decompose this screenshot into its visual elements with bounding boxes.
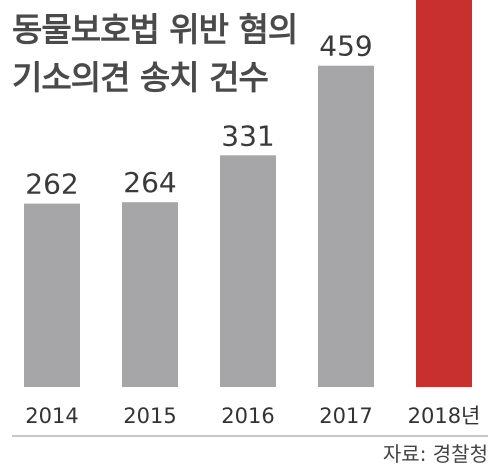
bar-2014 (24, 203, 80, 387)
category-label-2014: 2014 (25, 404, 78, 428)
bar-2015 (122, 202, 178, 387)
category-label-2015: 2015 (123, 404, 176, 428)
bar-2016 (220, 155, 276, 387)
chart-title: 동물보호법 위반 혐의 기소의견 송치 건수 (12, 6, 342, 102)
bar-2017 (318, 65, 374, 387)
category-label-2018년: 2018년 (408, 404, 481, 428)
bar-2018년 (416, 0, 472, 387)
source-note: 자료: 경찰청 (382, 442, 488, 466)
category-label-2016: 2016 (221, 404, 274, 428)
value-label-2014: 262 (25, 168, 78, 201)
chart-title-line-2: 기소의견 송치 건수 (12, 58, 269, 97)
value-label-2015: 264 (123, 166, 176, 199)
value-label-2016: 331 (221, 119, 274, 152)
bars-group (24, 0, 472, 387)
category-label-2017: 2017 (319, 404, 372, 428)
chart-title-line-1: 동물보호법 위반 혐의 (12, 10, 298, 49)
category-labels-group: 2014 2015 2016 2017 2018년 (25, 404, 480, 428)
value-labels-group: 262264331459592 (25, 30, 372, 201)
value-label-2017: 459 (319, 30, 372, 63)
